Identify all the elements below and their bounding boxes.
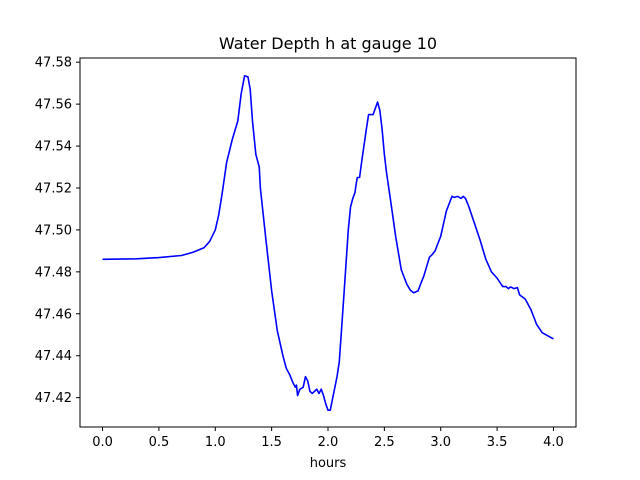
x-tick-label: 4.0 bbox=[543, 435, 564, 450]
y-tick-label: 47.58 bbox=[35, 56, 72, 71]
y-tick-label: 47.48 bbox=[35, 265, 72, 280]
plot-area bbox=[102, 75, 554, 412]
x-axis: 0.0 0.5 1.0 1.5 2.0 2.5 3.0 3.5 4.0 bbox=[92, 427, 564, 450]
x-tick-label: 0.5 bbox=[149, 435, 170, 450]
x-tick-label: 1.0 bbox=[205, 435, 226, 450]
x-tick-label: 1.5 bbox=[261, 435, 282, 450]
y-tick-label: 47.46 bbox=[35, 307, 72, 322]
x-tick-label: 0.0 bbox=[92, 435, 113, 450]
y-tick-label: 47.42 bbox=[35, 391, 72, 406]
x-tick-label: 2.0 bbox=[318, 435, 339, 450]
x-tick-label: 3.0 bbox=[430, 435, 451, 450]
series-line bbox=[102, 75, 554, 412]
y-tick-label: 47.54 bbox=[35, 140, 72, 155]
x-axis-label: hours bbox=[310, 456, 347, 471]
y-tick-label: 47.44 bbox=[35, 349, 72, 364]
x-tick-label: 3.5 bbox=[487, 435, 508, 450]
chart-title: Water Depth h at gauge 10 bbox=[219, 34, 437, 53]
y-tick-label: 47.52 bbox=[35, 181, 72, 196]
y-tick-label: 47.50 bbox=[35, 223, 72, 238]
x-tick-label: 2.5 bbox=[374, 435, 395, 450]
y-tick-label: 47.56 bbox=[35, 98, 72, 113]
plot-frame bbox=[79, 57, 577, 428]
y-axis: 47.42 47.44 47.46 47.48 47.50 47.52 47.54 47.56… bbox=[35, 56, 80, 406]
